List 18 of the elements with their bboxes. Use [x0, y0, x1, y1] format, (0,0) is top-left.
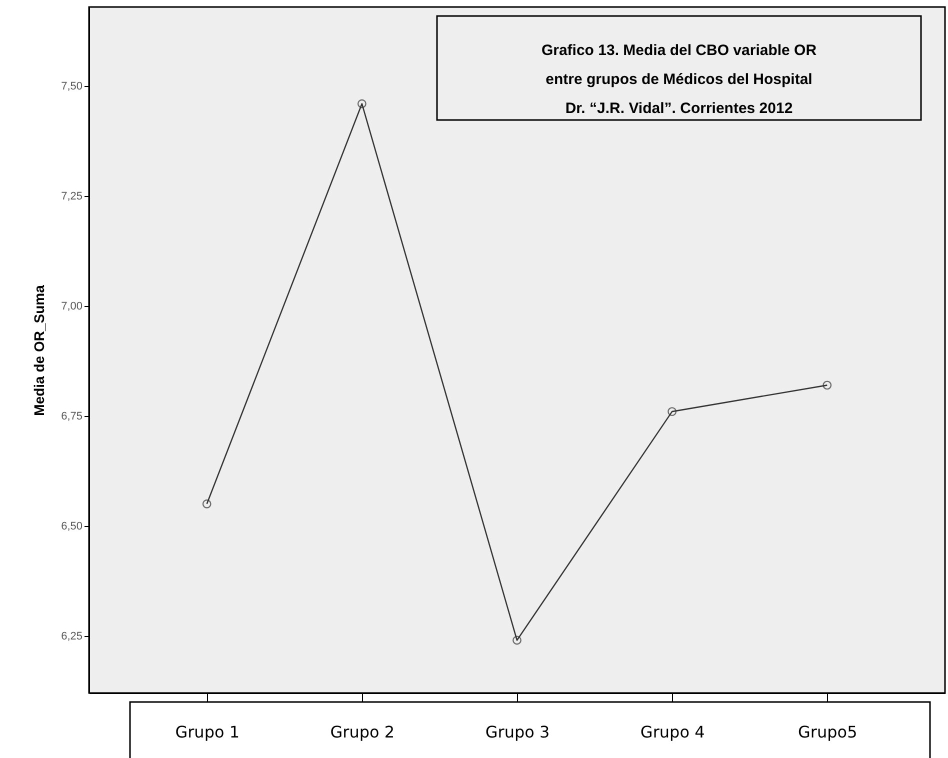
- point: [202, 499, 212, 508]
- point: [357, 99, 366, 108]
- x-tick-label: Grupo 1: [175, 722, 240, 742]
- x-tick-label: Grupo 2: [330, 722, 395, 742]
- y-axis-title: Media de OR_Suma: [31, 284, 48, 416]
- y-tick-label: 7,00: [61, 300, 82, 313]
- y-tick-label: 6,25: [61, 630, 82, 642]
- y-tick-label: 6,50: [61, 520, 82, 532]
- point: [822, 380, 832, 390]
- text: Grafico 13. Media del CBO variable OR entre grupos de Médicos del Hospital Dr. “J.R. Vidal”. Corrientes 2012: [541, 42, 817, 117]
- point: [668, 407, 677, 416]
- x-tick-label: Grupo 4: [640, 722, 705, 742]
- y-tick-label: 7,25: [61, 190, 82, 203]
- x-tick-label: Grupo 3: [485, 722, 550, 742]
- x-tick-label: Grupo5: [798, 722, 858, 742]
- y-tick-label: 7,50: [61, 80, 82, 93]
- y-tick-label: 6,75: [61, 410, 82, 422]
- point: [512, 636, 522, 645]
